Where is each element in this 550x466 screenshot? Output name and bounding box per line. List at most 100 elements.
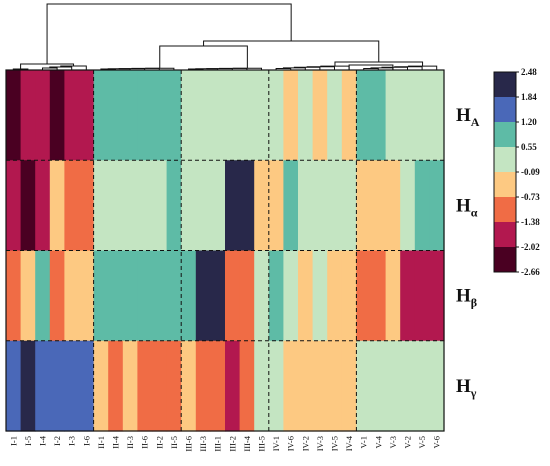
heatmap-cell [254, 250, 270, 342]
row-label-subscript: β [471, 296, 477, 310]
colorbar-segment [494, 72, 516, 98]
colorbar-tick-label: 0.55 [521, 142, 537, 152]
heatmap-cell [239, 340, 255, 432]
column-label: III-1 [213, 436, 223, 452]
heatmap-cell [181, 340, 197, 432]
heatmap-cell [385, 70, 401, 161]
heatmap-cell [6, 340, 22, 432]
column-label: II-5 [169, 436, 179, 449]
column-label: I-2 [52, 436, 62, 446]
column-label: III-3 [198, 436, 208, 452]
heatmap-cell [341, 250, 357, 342]
heatmap-cell [298, 340, 314, 432]
colorbar-segment [494, 247, 516, 273]
column-label: II-6 [140, 436, 150, 449]
column-label: V-2 [403, 436, 413, 448]
heatmap-cell [298, 160, 314, 252]
heatmap-cell [35, 160, 51, 252]
heatmap-cell [371, 250, 387, 342]
colorbar-tick-label: -2.66 [521, 267, 540, 277]
column-label: I-6 [81, 436, 91, 446]
row-label: Hβ [456, 286, 477, 310]
heatmap-cell [166, 160, 182, 252]
column-label: II-2 [154, 436, 164, 449]
heatmap-cell [166, 250, 182, 342]
heatmap-cell [268, 250, 284, 342]
row-label: HA [456, 105, 480, 129]
heatmap-cell [20, 160, 36, 252]
column-label: I-1 [8, 436, 18, 446]
heatmap-cell [181, 70, 197, 161]
dendrogram-branch [159, 45, 248, 69]
column-label: IV-3 [315, 436, 325, 451]
heatmap-cell [122, 160, 138, 252]
column-label: I-4 [38, 435, 48, 446]
colorbar-tick-label: 1.84 [521, 92, 537, 102]
heatmap-cell [371, 160, 387, 252]
heatmap-cell [239, 70, 255, 161]
heatmap-cell [225, 160, 241, 252]
heatmap-cell [108, 70, 124, 161]
heatmap-cell [210, 340, 226, 432]
heatmap-cell [152, 160, 168, 252]
heatmap-cell [341, 340, 357, 432]
heatmap-cell [414, 70, 430, 161]
heatmap-cell [79, 250, 95, 342]
heatmap-cell [298, 250, 314, 342]
heatmap-cell [210, 160, 226, 252]
colorbar-segment [494, 147, 516, 173]
heatmap-cell [108, 340, 124, 432]
colorbar-tick-label: 1.20 [521, 117, 537, 127]
heatmap-cell [166, 70, 182, 161]
heatmap-cell [122, 70, 138, 161]
column-dendrogram [12, 3, 438, 70]
heatmap-cell [79, 340, 95, 432]
heatmap-cell [210, 70, 226, 161]
heatmap-cell [400, 250, 416, 342]
dendrogram-branch [46, 3, 292, 64]
column-label: V-4 [373, 435, 383, 448]
heatmap-cell [283, 160, 299, 252]
heatmap-cell [152, 70, 168, 161]
heatmap-cell [429, 340, 445, 432]
heatmap-cell [137, 340, 153, 432]
heatmap-cell [181, 250, 197, 342]
heatmap-cell [268, 340, 284, 432]
heatmap-cell [6, 160, 22, 252]
heatmap-cell [429, 250, 445, 342]
heatmap-cell [93, 70, 109, 161]
heatmap-cell [122, 340, 138, 432]
column-label: IV-6 [286, 436, 296, 451]
heatmap-cell [49, 250, 65, 342]
heatmap-cell [414, 340, 430, 432]
colorbar-segment [494, 172, 516, 198]
heatmap-cell [283, 340, 299, 432]
heatmap-cell [137, 160, 153, 252]
heatmap-cell [210, 250, 226, 342]
colorbar-segment [494, 222, 516, 248]
colorbar-tick-label: -0.73 [521, 192, 540, 202]
heatmap-cell [239, 160, 255, 252]
heatmap-cell [341, 70, 357, 161]
heatmap-cell [268, 160, 284, 252]
colorbar-segment [494, 97, 516, 123]
heatmap-cell [93, 250, 109, 342]
colorbar-segment [494, 122, 516, 148]
heatmap-cell [64, 250, 80, 342]
heatmap-cell [93, 340, 109, 432]
column-label: III-2 [227, 436, 237, 452]
heatmap-cell [327, 160, 343, 252]
heatmap-cell [6, 250, 22, 342]
heatmap-cell [341, 160, 357, 252]
heatmap-cell [371, 340, 387, 432]
heatmap-cell [20, 70, 36, 161]
heatmap-cell [108, 250, 124, 342]
heatmap-cell [20, 250, 36, 342]
column-label: II-1 [96, 436, 106, 449]
heatmap-cell [166, 340, 182, 432]
row-label: Hγ [456, 376, 477, 400]
heatmap-cell [385, 250, 401, 342]
dendrogram-branch [203, 40, 380, 62]
heatmap-cell [225, 340, 241, 432]
column-label: IV-5 [330, 436, 340, 451]
